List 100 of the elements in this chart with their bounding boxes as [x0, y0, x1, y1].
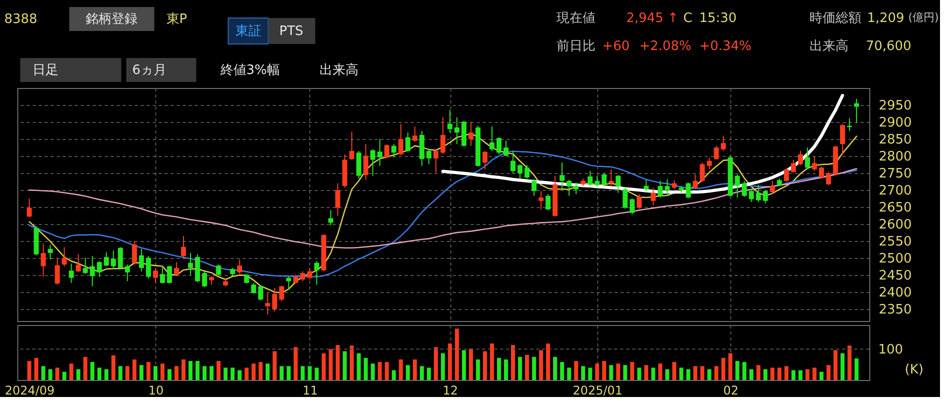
candlestick [672, 180, 677, 190]
bar [139, 365, 144, 380]
candlestick [48, 244, 53, 260]
candlestick [574, 182, 579, 195]
bar [496, 358, 501, 380]
bar [602, 360, 606, 380]
candlestick [62, 246, 67, 267]
y-tick-label: 2750 [878, 166, 912, 182]
candlestick [686, 182, 691, 199]
candlestick [391, 144, 396, 158]
candlestick [335, 182, 340, 216]
candlestick [132, 240, 137, 266]
bar [27, 360, 32, 380]
candlestick [489, 126, 494, 152]
candlestick [546, 194, 551, 211]
candlestick [146, 256, 151, 279]
candlestick [560, 162, 565, 190]
bar [714, 366, 718, 380]
candlestick [138, 248, 144, 272]
text: 15:30 [699, 11, 737, 26]
bar [581, 366, 586, 380]
text: 2,945 ↑ [626, 11, 678, 26]
bar [258, 362, 263, 380]
candlestick [644, 179, 649, 192]
candlestick [790, 159, 796, 174]
bar [476, 359, 480, 380]
candlestick [166, 265, 172, 284]
bar [426, 368, 431, 380]
candlestick [748, 188, 754, 202]
bar [665, 369, 670, 380]
bar [482, 351, 487, 380]
bar [448, 344, 452, 380]
candlestick [370, 148, 376, 176]
bar [777, 368, 782, 380]
candlestick [202, 270, 208, 288]
text: 8388 [4, 12, 38, 27]
text: 1,209 [867, 11, 904, 26]
bar [328, 349, 333, 380]
text: C [683, 11, 692, 26]
bar [609, 365, 614, 380]
candlestick [363, 144, 368, 180]
bar [69, 364, 74, 380]
candlestick [826, 172, 831, 186]
y-tick-label: 2700 [878, 184, 912, 199]
text: 終値3%幅 [219, 63, 280, 78]
text: PTS [279, 24, 304, 39]
bar [679, 368, 684, 380]
line-series [28, 132, 858, 294]
line-series [28, 168, 858, 249]
bar [210, 366, 214, 380]
text: +2.08% [639, 39, 692, 54]
bar [146, 362, 150, 380]
candlestick [433, 148, 438, 174]
candlestick [622, 187, 628, 210]
bar [539, 350, 544, 380]
candlestick [90, 256, 95, 287]
x-tick-label: 2024/09 [4, 384, 55, 398]
candlestick [447, 110, 452, 134]
candlestick [594, 175, 600, 188]
y-axis-title: (K) [904, 362, 924, 378]
bar [182, 359, 186, 380]
x-tick-label: 12 [442, 384, 458, 398]
candlestick [96, 260, 102, 278]
candlestick [496, 136, 502, 155]
bar [370, 364, 375, 380]
bar [392, 370, 396, 380]
bar [440, 353, 445, 380]
candlestick [538, 190, 544, 210]
bar [623, 365, 628, 380]
bar [504, 359, 508, 380]
bar [76, 369, 80, 380]
candlestick [636, 194, 642, 210]
candlestick [174, 262, 179, 276]
bar [83, 356, 88, 380]
candlestick [840, 124, 846, 155]
bar [525, 354, 530, 380]
candlestick [706, 157, 712, 170]
bar [490, 344, 494, 380]
bar [848, 346, 852, 380]
bar [518, 356, 522, 380]
candlestick [152, 267, 158, 284]
bar [238, 370, 242, 380]
candlestick [314, 260, 320, 286]
candlestick [804, 147, 810, 170]
candlestick [118, 246, 123, 270]
bar [462, 350, 466, 380]
y-tick-label: 2800 [878, 150, 912, 165]
bar [244, 368, 249, 380]
candlestick [798, 150, 803, 166]
candlestick [251, 282, 256, 294]
bar [406, 365, 410, 380]
bar [174, 366, 178, 380]
bar [798, 370, 802, 380]
text: 現在値 [556, 11, 596, 26]
y-tick-label: 2950 [878, 98, 912, 114]
x-tick-label: 11 [302, 384, 318, 398]
bar [854, 358, 859, 380]
bar [658, 364, 662, 380]
bar [840, 353, 845, 380]
candlestick [68, 263, 74, 284]
